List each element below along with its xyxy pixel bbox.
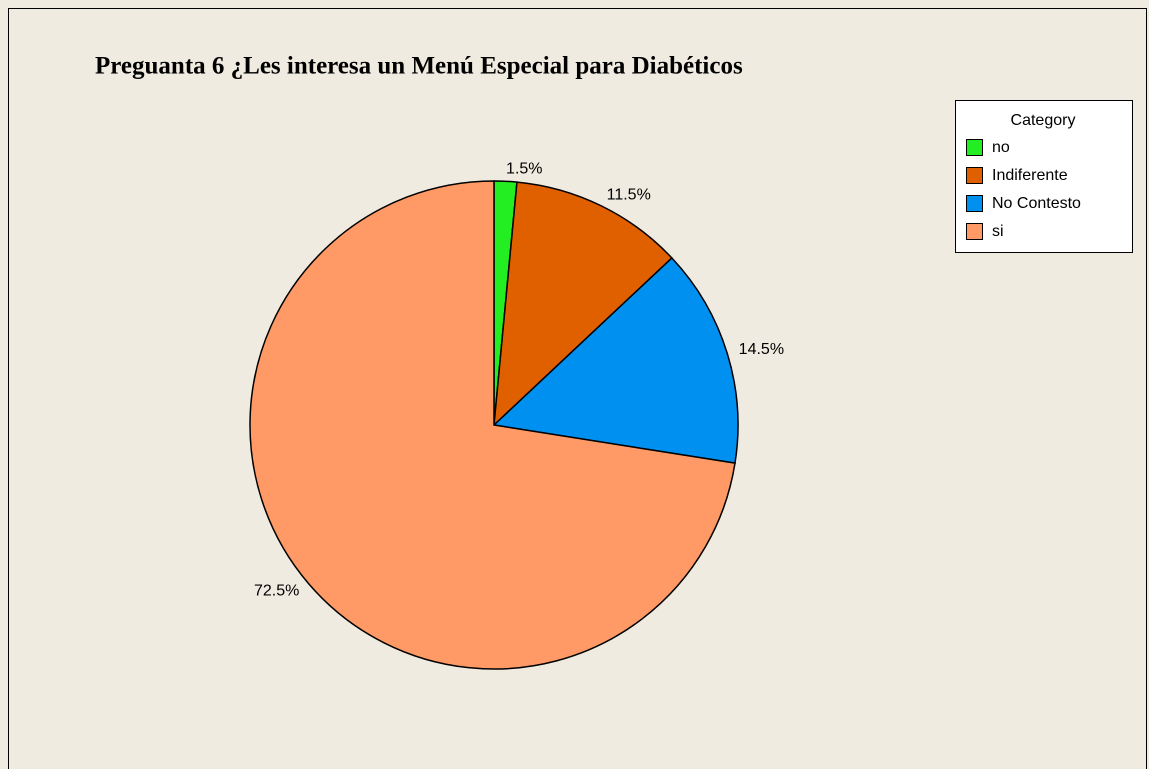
data-label: 72.5% <box>254 582 299 599</box>
pie-slice <box>249 180 736 670</box>
data-label: 11.5% <box>607 186 651 203</box>
legend-swatch <box>966 167 983 184</box>
legend-title: Category <box>1011 112 1076 129</box>
legend-box <box>955 100 1133 253</box>
pie-slice <box>493 181 673 427</box>
legend-swatch <box>966 223 983 240</box>
legend-label: no <box>992 139 1010 156</box>
data-label: 1.5% <box>506 161 542 178</box>
legend-label: No Contesto <box>992 195 1081 212</box>
data-label: 14.5% <box>739 341 784 358</box>
pie-slice <box>492 256 739 465</box>
legend-label: Indiferente <box>992 167 1068 184</box>
chart-title: Preguanta 6 ¿Les interesa un Menú Especi… <box>95 53 743 80</box>
legend-label: si <box>992 223 1004 240</box>
legend-swatch <box>966 195 983 212</box>
frame <box>8 8 1147 769</box>
legend-swatch <box>966 139 983 156</box>
